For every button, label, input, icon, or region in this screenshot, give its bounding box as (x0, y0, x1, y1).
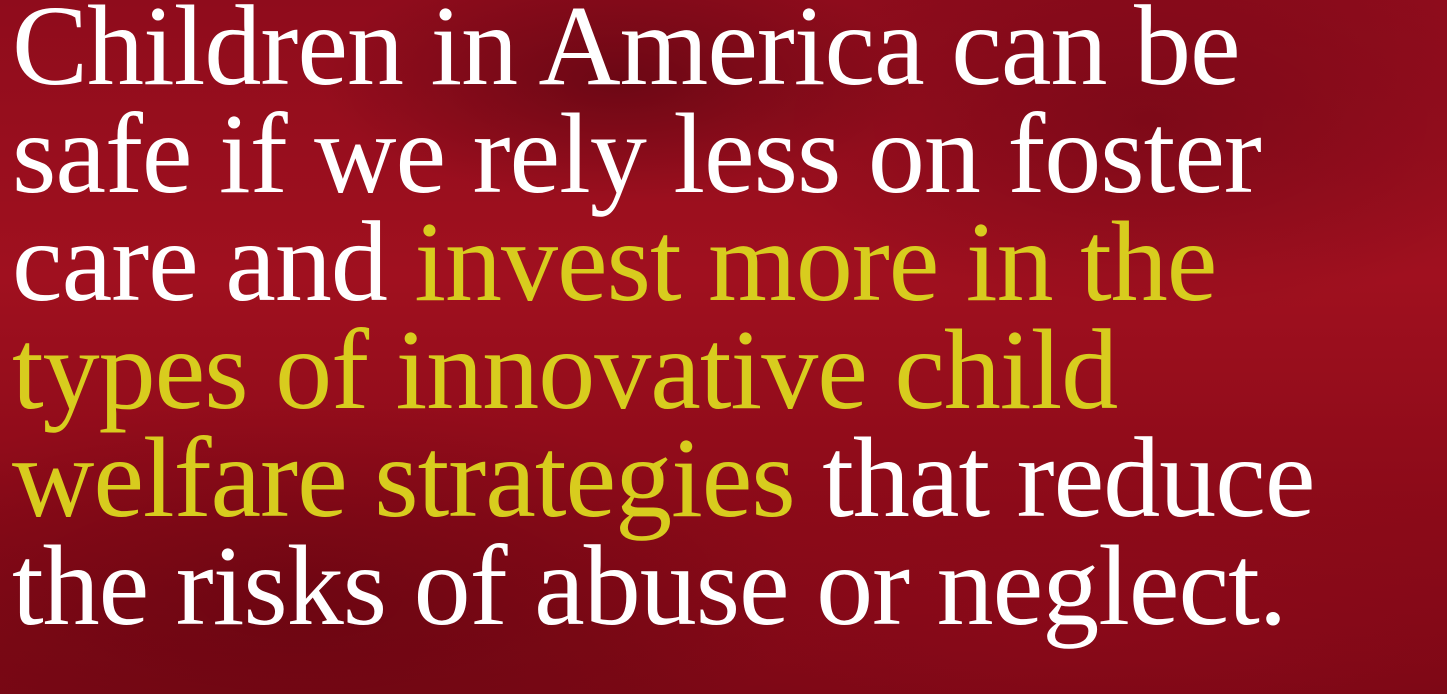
headline-text: Children in America can be safe if we re… (12, 0, 1262, 325)
headline: Children in America can be safe if we re… (12, 0, 1437, 643)
headline-highlight: invest more in the types of innovative c… (12, 198, 1217, 541)
headline-text: that reduce the risks of abuse or neglec… (12, 414, 1315, 649)
